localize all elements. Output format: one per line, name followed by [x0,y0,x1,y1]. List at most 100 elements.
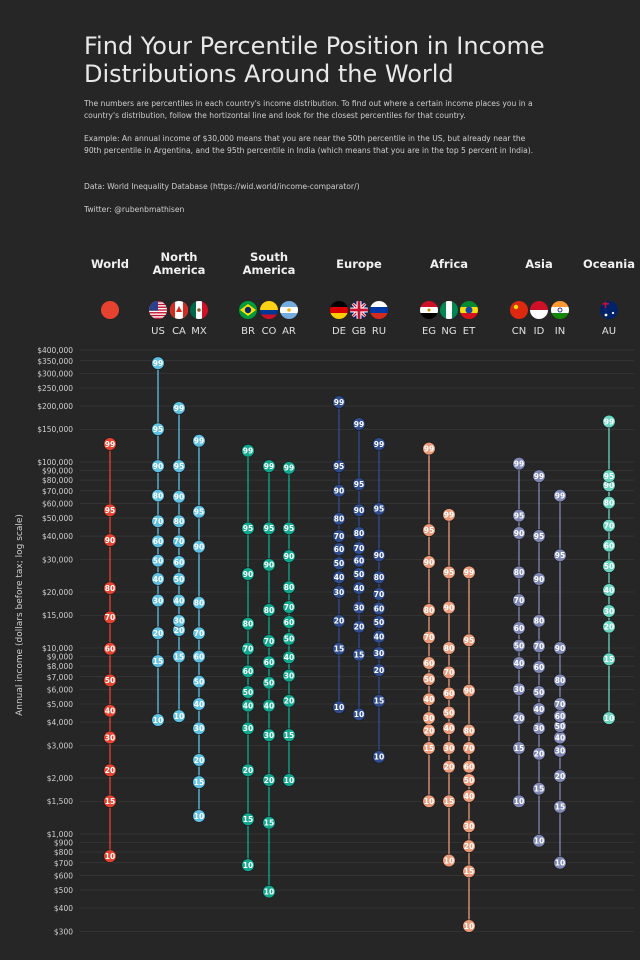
percentile-label: 30 [174,617,184,626]
percentile-label: 99 [194,437,204,446]
percentile-label: 40 [604,586,614,595]
percentile-point: 50 [262,676,276,690]
percentile-label: 99 [604,417,614,426]
percentile-point: 40 [372,630,386,644]
percentile-point: 30 [262,728,276,742]
percentile-label: 40 [105,707,115,716]
percentile-label: 30 [534,724,544,733]
percentile-point: 20 [262,773,276,787]
percentile-point: 15 [372,694,386,708]
percentile-point: 95 [442,565,456,579]
percentile-point: 10 [172,709,186,723]
percentile-point: 20 [282,694,296,708]
percentile-label: 20 [284,697,294,706]
ar-flag-icon [280,301,298,319]
percentile-point: 80 [532,614,546,628]
country-code-label: AR [282,326,296,337]
percentile-label: 80 [105,584,115,593]
percentile-label: 10 [194,812,204,821]
percentile-label: 50 [604,562,614,571]
percentile-label: 20 [514,714,524,723]
y-tick-label: $15,000 [42,611,73,620]
percentile-point: 80 [172,514,186,528]
percentile-point: 50 [553,719,567,733]
percentile-point: 95 [103,503,117,517]
percentile-label: 70 [374,590,384,599]
country-code-label: CN [512,326,526,337]
percentile-label: 99 [464,568,474,577]
percentile-label: 40 [464,792,474,801]
percentile-label: 10 [243,861,253,870]
percentile-label: 95 [153,425,163,434]
percentile-label: 90 [354,506,364,515]
percentile-label: 90 [374,551,384,560]
percentile-label: 60 [374,604,384,613]
percentile-point: 50 [241,685,255,699]
percentile-label: 99 [444,511,454,520]
percentile-point: 90 [192,540,206,554]
percentile-label: 70 [464,744,474,753]
percentile-point: 95 [192,505,206,519]
percentile-point: 60 [512,621,526,635]
percentile-point: 20 [442,760,456,774]
percentile-point: 90 [553,641,567,655]
percentile-point: 90 [512,526,526,540]
percentile-label: 95 [105,506,115,515]
percentile-point: 20 [241,763,255,777]
percentile-point: 80 [332,512,346,526]
percentile-point: 15 [282,728,296,742]
percentile-point: 40 [553,730,567,745]
percentile-label: 20 [105,766,115,775]
world-flag-icon [101,301,119,319]
percentile-point: 10 [372,750,386,764]
percentile-point: 70 [241,642,255,656]
percentile-label: 70 [174,537,184,546]
percentile-label: 40 [284,653,294,662]
percentile-point: 70 [172,534,186,548]
y-tick-label: $700 [54,859,73,868]
percentile-label: 10 [105,852,115,861]
percentile-label: 80 [514,568,524,577]
percentile-point: 15 [332,642,346,656]
percentile-label: 10 [514,797,524,806]
percentile-label: 80 [444,644,454,653]
percentile-label: 70 [105,613,115,622]
percentile-label: 20 [243,766,253,775]
percentile-label: 80 [264,606,274,615]
percentile-point: 80 [151,488,165,503]
percentile-label: 60 [464,763,474,772]
region-header: Asia [525,257,552,271]
percentile-label: 99 [105,440,115,449]
percentile-label: 95 [424,526,434,535]
percentile-label: 15 [153,657,163,666]
percentile-point: 60 [172,555,186,569]
percentile-point: 40 [262,699,276,713]
percentile-point: 50 [372,615,386,629]
mx-flag-icon [190,301,208,319]
percentile-point: 70 [532,639,546,654]
percentile-label: 95 [284,524,294,533]
percentile-label: 20 [354,623,364,632]
percentile-point: 90 [332,484,346,498]
percentile-label: 10 [604,714,614,723]
percentile-label: 50 [354,570,364,579]
y-tick-label: $8,000 [47,662,73,671]
percentile-label: 99 [243,447,253,456]
br-flag-icon [239,301,257,319]
percentile-label: 15 [284,731,294,740]
percentile-point: 15 [422,741,436,755]
percentile-label: 15 [354,651,364,660]
y-tick-label: $50,000 [42,514,73,523]
percentile-point: 40 [422,692,436,706]
country-flags: US CA MX BR CO AR DE GB RU EG NG ET CN ID IN AU [101,301,618,337]
percentile-label: 50 [514,641,524,650]
percentile-point: 95 [553,548,567,562]
ru-flag-icon [370,301,388,319]
percentile-label: 40 [534,705,544,714]
percentile-label: 80 [243,620,253,629]
percentile-label: 15 [174,652,184,661]
percentile-label: 99 [374,440,384,449]
percentile-label: 70 [424,633,434,642]
percentile-label: 15 [534,785,544,794]
percentile-label: 80 [464,726,474,735]
